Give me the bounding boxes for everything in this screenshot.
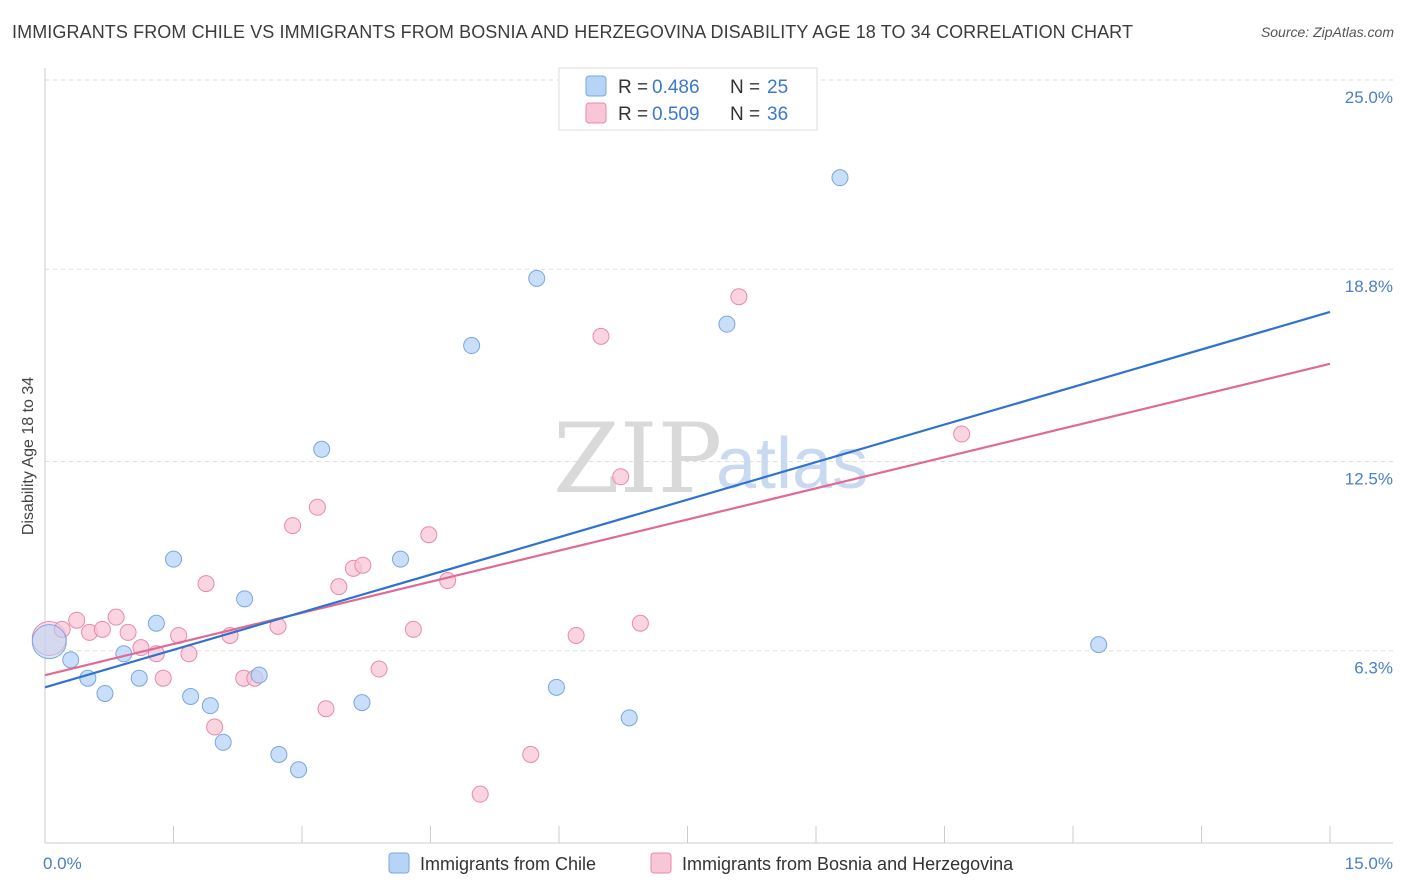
x-tick-label-min: 0.0%: [43, 854, 82, 873]
bosnia-point: [284, 517, 302, 535]
chile-point: [353, 694, 371, 712]
bosnia-point: [612, 468, 630, 486]
bosnia-point: [354, 556, 372, 574]
trend-line-chile: [44, 310, 1331, 689]
chile-point: [290, 761, 308, 779]
legend-r-label-chile: R =: [618, 77, 648, 98]
bosnia-point: [180, 645, 198, 663]
bottom-legend-swatch-bosnia: [650, 852, 672, 874]
legend-n-value-bosnia: 36: [767, 104, 788, 125]
chile-point: [250, 666, 268, 684]
trend-line-bosnia: [44, 362, 1331, 677]
chart-title: IMMIGRANTS FROM CHILE VS IMMIGRANTS FROM…: [12, 22, 1134, 42]
x-ticks: [44, 826, 1331, 843]
chile-point: [214, 733, 232, 751]
bosnia-point: [730, 288, 748, 306]
bosnia-point: [119, 623, 137, 641]
bosnia-point: [154, 669, 172, 687]
legend-n-value-chile: 25: [767, 77, 788, 98]
legend-n-label-chile: N =: [730, 77, 760, 98]
chile-point: [547, 678, 565, 696]
legend-r-value-bosnia: 0.509: [652, 104, 700, 125]
bosnia-point: [206, 718, 224, 736]
chile-point: [31, 624, 67, 660]
bosnia-point: [592, 327, 610, 345]
bottom-legend-swatch-chile: [388, 852, 410, 874]
bosnia-point: [370, 660, 388, 678]
watermark-zip: ZIP: [553, 403, 722, 515]
chile-point: [270, 745, 288, 763]
bosnia-point: [107, 608, 125, 626]
legend: R = 0.486 N = 25 R = 0.509 N = 36: [558, 67, 818, 131]
chile-point: [236, 590, 254, 608]
chile-point: [130, 669, 148, 687]
y-tick-label: 18.8%: [1345, 277, 1393, 296]
legend-swatch-chile: [585, 75, 607, 97]
legend-swatch-bosnia: [585, 102, 607, 124]
y-axis-label: Disability Age 18 to 34: [20, 377, 37, 535]
chile-point: [463, 337, 481, 355]
bosnia-point: [197, 575, 215, 593]
bosnia-point: [93, 620, 111, 638]
bosnia-point: [317, 700, 335, 718]
gridlines: [45, 79, 1393, 652]
bosnia-point: [522, 745, 540, 763]
series-bosnia-points: [31, 288, 971, 803]
watermark-atlas: atlas: [716, 424, 868, 504]
bosnia-point: [68, 611, 86, 629]
bosnia-point: [567, 626, 585, 644]
bosnia-point: [953, 425, 971, 443]
chile-point: [620, 709, 638, 727]
y-tick-label: 12.5%: [1345, 470, 1393, 489]
chile-point: [1090, 636, 1108, 654]
x-tick-label-max: 15.0%: [1345, 854, 1393, 873]
legend-r-label-bosnia: R =: [618, 104, 648, 125]
chile-point: [718, 315, 736, 333]
bosnia-point: [439, 572, 457, 590]
bosnia-point: [471, 785, 489, 803]
bosnia-point: [404, 620, 422, 638]
watermark: ZIP atlas: [553, 403, 868, 515]
y-tick-label: 6.3%: [1354, 659, 1393, 678]
chile-point: [831, 169, 849, 187]
bosnia-point: [631, 614, 649, 632]
bottom-legend: Immigrants from Chile Immigrants from Bo…: [388, 852, 1014, 874]
legend-n-label-bosnia: N =: [730, 104, 760, 125]
bottom-legend-label-chile: Immigrants from Chile: [420, 854, 596, 874]
chile-point: [147, 614, 165, 632]
bottom-legend-label-bosnia: Immigrants from Bosnia and Herzegovina: [682, 854, 1014, 874]
chile-point: [165, 550, 182, 568]
legend-r-value-chile: 0.486: [652, 77, 700, 98]
chile-point: [392, 550, 410, 568]
axes: [44, 68, 1393, 844]
trend-lines: [44, 310, 1331, 689]
chile-point: [201, 697, 219, 715]
chile-point: [96, 684, 114, 702]
y-tick-label: 25.0%: [1345, 88, 1393, 107]
bosnia-point: [420, 526, 438, 544]
bosnia-point: [308, 498, 326, 516]
chile-point: [62, 651, 80, 669]
chile-point: [182, 688, 200, 706]
source-credit: Source: ZipAtlas.com: [1260, 24, 1394, 40]
bosnia-point: [330, 578, 348, 596]
chile-point: [528, 269, 546, 287]
chile-point: [313, 440, 331, 458]
y-tick-labels: 6.3% 12.5% 18.8% 25.0%: [1345, 88, 1393, 678]
